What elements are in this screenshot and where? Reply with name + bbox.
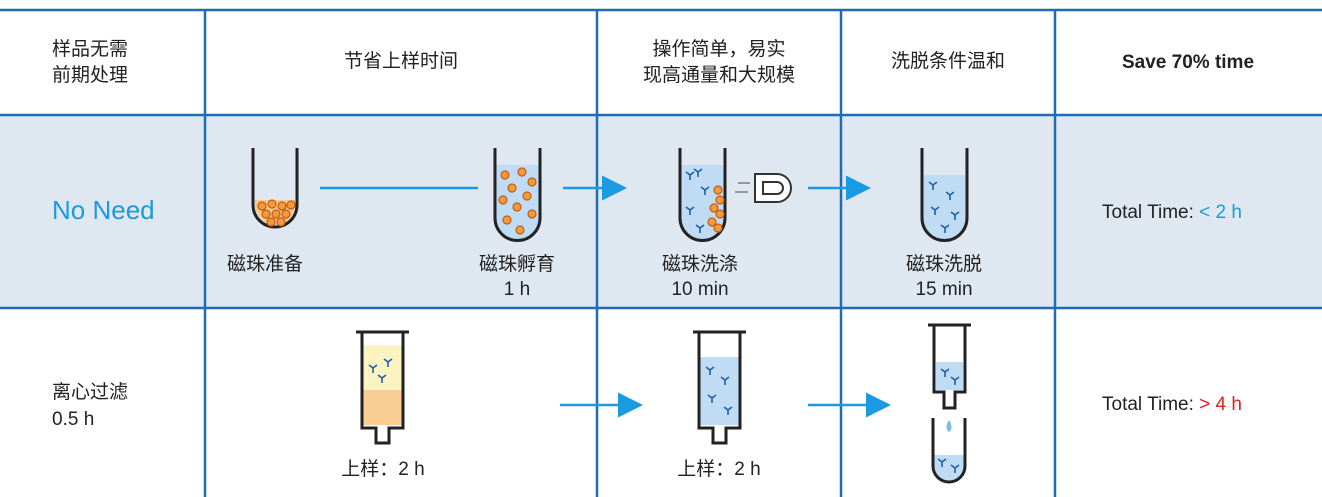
step-label: 上样：2 h [341,458,424,480]
column-and-tube [928,323,971,484]
filter-column [356,330,409,445]
header-text: 样品无需 [52,38,128,60]
total-value: > 4 h [1199,394,1242,415]
step-time: 1 h [504,279,530,300]
grid [0,8,1322,497]
step-label: 磁珠洗涤 [662,253,738,275]
total-value: < 2 h [1199,202,1242,223]
header-text: 现高通量和大规模 [643,64,795,86]
header-text: 节省上样时间 [344,50,458,72]
header-text: 操作简单，易实 [652,38,785,60]
header-text: Save 70% time [1122,52,1254,73]
step-time: 10 min [671,279,728,300]
tube-elution [920,148,969,242]
step-label: 磁珠孵育 [479,253,555,275]
row-background [0,115,1322,308]
tube-wash [678,148,792,242]
row-label: 离心过滤 [52,381,128,403]
row-label: No Need [52,195,155,225]
row-label: 0.5 h [52,409,94,430]
step-label: 上样：2 h [677,458,760,480]
total-label: Total Time: [1102,202,1199,223]
step-label: 磁珠准备 [227,253,303,275]
total-time: Total Time: > 4 h [1102,394,1242,415]
tube-beads [251,148,299,229]
header-text: 前期处理 [52,64,128,86]
step-time: 15 min [915,279,972,300]
tube-incubation [493,148,542,242]
filter-column [693,330,746,445]
total-label: Total Time: [1102,394,1199,415]
header-text: 洗脱条件温和 [891,50,1005,72]
total-time: Total Time: < 2 h [1102,202,1242,223]
step-label: 磁珠洗脱 [906,253,982,275]
